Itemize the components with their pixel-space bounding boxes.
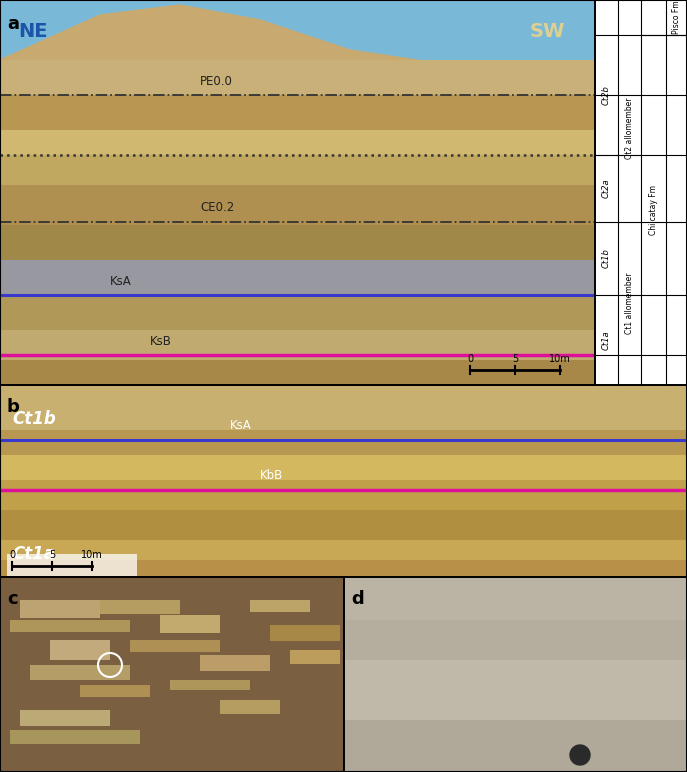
Text: PE0.0: PE0.0 <box>200 75 233 88</box>
Text: NE: NE <box>18 22 47 41</box>
Text: Ct1a: Ct1a <box>12 545 55 563</box>
Text: Ct2a: Ct2a <box>602 178 611 198</box>
Text: 0: 0 <box>467 354 473 364</box>
Bar <box>0 0 595 80</box>
Bar <box>0 185 595 225</box>
Bar <box>250 600 310 612</box>
Bar <box>0 60 595 95</box>
Bar <box>220 700 280 714</box>
Text: Chilcatay Fm: Chilcatay Fm <box>649 185 658 235</box>
Bar <box>130 640 220 652</box>
Text: Ct1a: Ct1a <box>602 330 611 350</box>
Text: KbB: KbB <box>260 469 283 482</box>
Bar <box>0 95 595 130</box>
Bar <box>0 385 687 435</box>
Bar <box>30 665 130 680</box>
Bar <box>0 577 344 772</box>
Bar <box>595 0 687 385</box>
Bar <box>10 730 140 744</box>
Bar <box>0 385 687 430</box>
Bar <box>0 385 687 577</box>
Bar <box>344 720 687 772</box>
Bar <box>0 0 595 385</box>
Bar <box>0 577 344 772</box>
Text: d: d <box>351 590 363 608</box>
Bar <box>290 650 340 664</box>
Bar <box>0 360 595 385</box>
Bar <box>0 260 595 295</box>
Text: Ct1b: Ct1b <box>602 249 611 269</box>
Text: 10m: 10m <box>549 354 571 364</box>
Text: Ct1b: Ct1b <box>12 410 56 428</box>
Polygon shape <box>0 5 595 385</box>
Bar <box>344 660 687 720</box>
Bar <box>0 480 687 510</box>
Bar <box>0 510 687 540</box>
Bar <box>344 577 687 772</box>
Bar <box>170 680 250 690</box>
Text: 10m: 10m <box>81 550 103 560</box>
Text: 0: 0 <box>9 550 15 560</box>
Circle shape <box>570 745 590 765</box>
Bar <box>270 625 340 641</box>
Bar <box>0 455 687 480</box>
Bar <box>100 600 180 614</box>
Bar <box>160 615 220 633</box>
Bar <box>0 430 687 455</box>
Bar <box>0 560 687 577</box>
Bar <box>0 420 687 450</box>
Bar <box>0 155 595 185</box>
Bar <box>0 540 687 560</box>
Bar <box>80 685 150 697</box>
Bar <box>344 577 687 772</box>
Bar <box>344 620 687 660</box>
Text: 5: 5 <box>49 550 55 560</box>
Bar <box>200 655 270 671</box>
Bar <box>50 640 110 660</box>
Bar <box>20 710 110 726</box>
Text: KsA: KsA <box>110 275 132 288</box>
Text: c: c <box>7 590 18 608</box>
Text: KsA: KsA <box>230 419 251 432</box>
Bar <box>0 330 595 360</box>
Bar <box>20 600 100 618</box>
Bar <box>0 130 595 155</box>
Bar <box>0 225 595 260</box>
Bar <box>10 620 130 632</box>
Text: Ct2 allomember: Ct2 allomember <box>625 98 634 159</box>
Text: a: a <box>7 15 19 33</box>
Text: Pisco Fm: Pisco Fm <box>672 1 681 34</box>
Text: 5: 5 <box>512 354 518 364</box>
Text: SW: SW <box>530 22 565 41</box>
Text: Ct1 allomember: Ct1 allomember <box>625 273 634 334</box>
Text: Ct2b: Ct2b <box>602 85 611 105</box>
Text: b: b <box>7 398 20 416</box>
Bar <box>7 554 137 576</box>
Text: KsB: KsB <box>150 335 172 348</box>
Bar <box>0 295 595 330</box>
Bar <box>595 0 687 385</box>
Bar <box>344 577 687 620</box>
Bar <box>0 70 595 120</box>
Text: CE0.2: CE0.2 <box>200 201 234 214</box>
